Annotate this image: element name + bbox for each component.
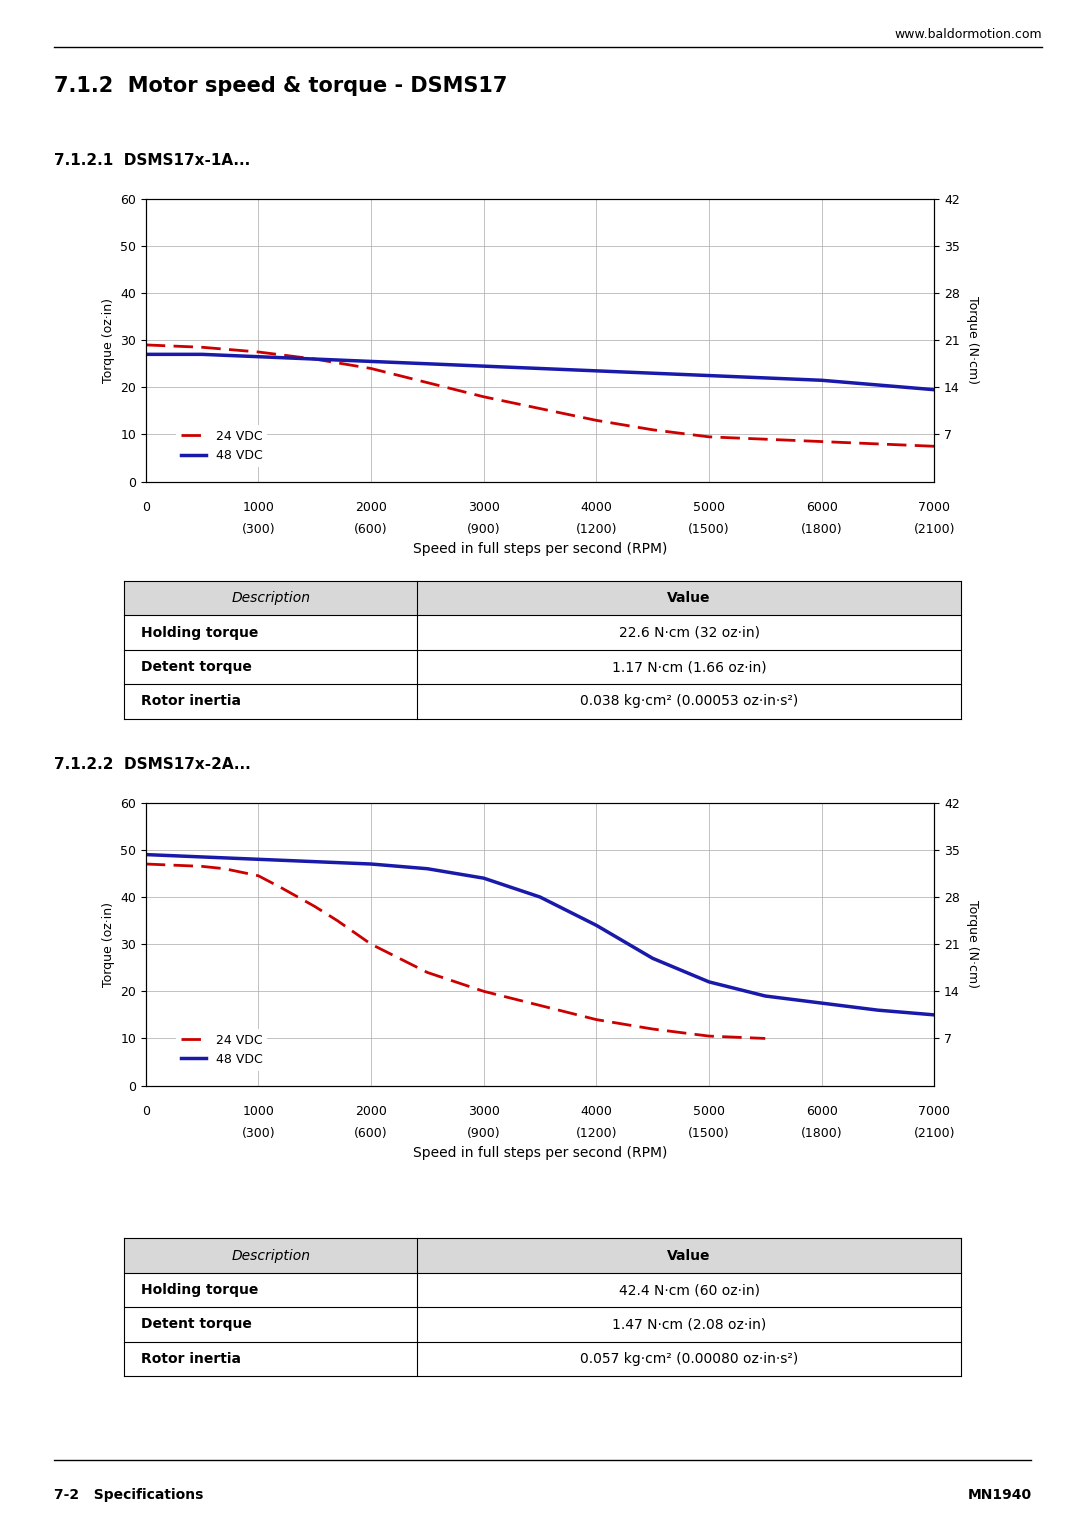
Text: 5000: 5000 <box>693 1105 725 1118</box>
Text: 3000: 3000 <box>468 502 500 514</box>
Text: 4000: 4000 <box>580 502 612 514</box>
Text: (900): (900) <box>467 523 500 535</box>
Text: 4000: 4000 <box>580 1105 612 1118</box>
Text: MN1940: MN1940 <box>968 1488 1031 1503</box>
Text: (2100): (2100) <box>914 1127 955 1139</box>
Legend: 24 VDC, 48 VDC: 24 VDC, 48 VDC <box>176 1029 268 1070</box>
Text: Detent torque: Detent torque <box>140 661 252 674</box>
Text: Holding torque: Holding torque <box>140 1283 258 1297</box>
Legend: 24 VDC, 48 VDC: 24 VDC, 48 VDC <box>176 425 268 466</box>
Text: 0.057 kg·cm² (0.00080 oz·in·s²): 0.057 kg·cm² (0.00080 oz·in·s²) <box>580 1352 798 1365</box>
Bar <box>124 1272 961 1307</box>
Y-axis label: Torque (oz·in): Torque (oz·in) <box>102 902 114 986</box>
Text: 1000: 1000 <box>243 1105 274 1118</box>
Text: 1000: 1000 <box>243 502 274 514</box>
Text: 5000: 5000 <box>693 502 725 514</box>
Text: (300): (300) <box>242 1127 275 1139</box>
Bar <box>124 1342 961 1376</box>
Y-axis label: Torque (N·cm): Torque (N·cm) <box>967 297 980 384</box>
Text: (900): (900) <box>467 1127 500 1139</box>
Text: 0: 0 <box>141 1105 150 1118</box>
Text: 7.1.2.1  DSMS17x-1A...: 7.1.2.1 DSMS17x-1A... <box>54 153 251 168</box>
Bar <box>124 1238 961 1272</box>
Text: (600): (600) <box>354 523 388 535</box>
Text: 1.47 N·cm (2.08 oz·in): 1.47 N·cm (2.08 oz·in) <box>612 1318 767 1332</box>
Text: Speed in full steps per second (RPM): Speed in full steps per second (RPM) <box>413 541 667 557</box>
Text: (1200): (1200) <box>576 523 617 535</box>
Bar <box>124 615 961 650</box>
Text: 1.17 N·cm (1.66 oz·in): 1.17 N·cm (1.66 oz·in) <box>612 661 767 674</box>
Bar <box>124 650 961 683</box>
Text: 22.6 N·cm (32 oz·in): 22.6 N·cm (32 oz·in) <box>619 625 759 639</box>
Text: Description: Description <box>231 592 310 605</box>
Text: 2000: 2000 <box>355 1105 387 1118</box>
Text: (1500): (1500) <box>688 1127 730 1139</box>
Text: 7.1.2.2  DSMS17x-2A...: 7.1.2.2 DSMS17x-2A... <box>54 757 251 772</box>
Text: (2100): (2100) <box>914 523 955 535</box>
Text: Value: Value <box>667 592 711 605</box>
Text: 7000: 7000 <box>918 502 950 514</box>
Text: Rotor inertia: Rotor inertia <box>140 1352 241 1365</box>
Text: 0.038 kg·cm² (0.00053 oz·in·s²): 0.038 kg·cm² (0.00053 oz·in·s²) <box>580 694 798 708</box>
Text: (1200): (1200) <box>576 1127 617 1139</box>
Bar <box>124 683 961 719</box>
Text: 7000: 7000 <box>918 1105 950 1118</box>
Text: 7-2   Specifications: 7-2 Specifications <box>54 1488 203 1503</box>
Text: 6000: 6000 <box>806 1105 837 1118</box>
Text: 42.4 N·cm (60 oz·in): 42.4 N·cm (60 oz·in) <box>619 1283 759 1297</box>
Bar <box>124 581 961 615</box>
Text: (600): (600) <box>354 1127 388 1139</box>
Text: Rotor inertia: Rotor inertia <box>140 694 241 708</box>
Text: Value: Value <box>667 1249 711 1263</box>
Text: 2000: 2000 <box>355 502 387 514</box>
Text: 6000: 6000 <box>806 502 837 514</box>
Text: 0: 0 <box>141 502 150 514</box>
Text: www.baldormotion.com: www.baldormotion.com <box>894 28 1042 41</box>
Bar <box>124 1307 961 1342</box>
Text: Detent torque: Detent torque <box>140 1318 252 1332</box>
Text: (300): (300) <box>242 523 275 535</box>
Text: 7.1.2  Motor speed & torque - DSMS17: 7.1.2 Motor speed & torque - DSMS17 <box>54 75 508 96</box>
Y-axis label: Torque (N·cm): Torque (N·cm) <box>967 901 980 988</box>
Text: Holding torque: Holding torque <box>140 625 258 639</box>
Y-axis label: Torque (oz·in): Torque (oz·in) <box>102 298 114 382</box>
Text: Description: Description <box>231 1249 310 1263</box>
Text: (1500): (1500) <box>688 523 730 535</box>
Text: 3000: 3000 <box>468 1105 500 1118</box>
Text: Speed in full steps per second (RPM): Speed in full steps per second (RPM) <box>413 1145 667 1161</box>
Text: (1800): (1800) <box>800 523 842 535</box>
Text: (1800): (1800) <box>800 1127 842 1139</box>
